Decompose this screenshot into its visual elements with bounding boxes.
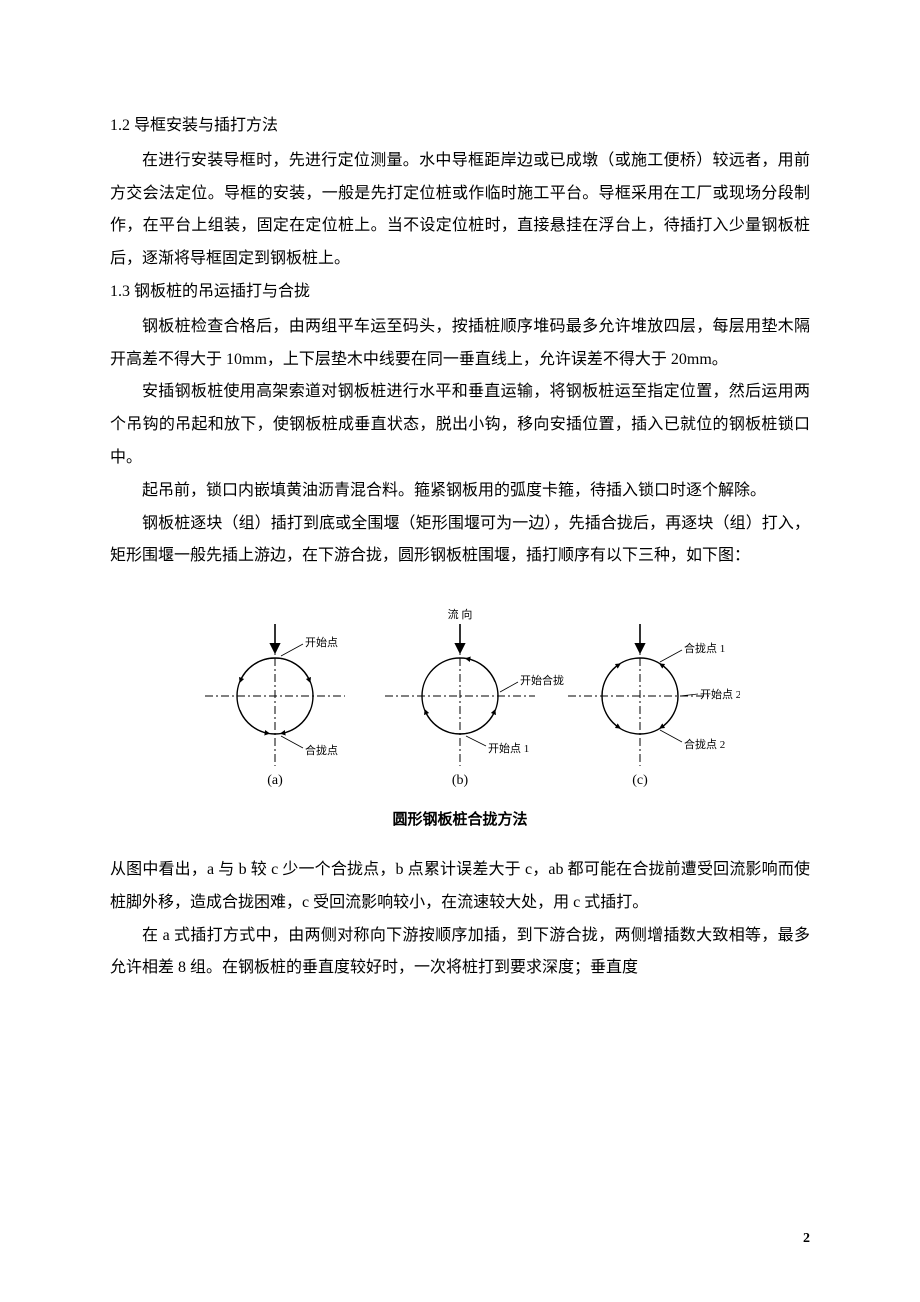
para-4: 起吊前，锁口内嵌填黄油沥青混合料。箍紧钢板用的弧度卡箍，待插入锁口时逐个解除。	[110, 475, 810, 508]
label-start-a: 开始点	[305, 635, 338, 649]
figure-caption: 圆形钢板桩合拢方法	[110, 805, 810, 836]
page: 1.2 导框安装与插打方法 在进行安装导框时，先进行定位测量。水中导框距岸边或已…	[0, 0, 920, 1302]
page-number: 2	[803, 1225, 810, 1254]
label-close1-c: 合拢点 1	[684, 641, 725, 655]
label-flow: 流 向	[448, 607, 473, 621]
label-close2-c: 合拢点 2	[684, 737, 725, 751]
subfig-a: (a)	[267, 773, 283, 788]
para-1: 在进行安装导框时，先进行定位测量。水中导框距岸边或已成墩（或施工便桥）较远者，用…	[110, 145, 810, 276]
para-6: 从图中看出，a 与 b 较 c 少一个合拢点，b 点累计误差大于 c，ab 都可…	[110, 854, 810, 920]
label-start1-b: 开始点 1	[488, 741, 529, 755]
para-5: 钢板桩逐块（组）插打到底或全围堰（矩形围堰可为一边），先插合拢后，再逐块（组）打…	[110, 508, 810, 574]
para-7: 在 a 式插打方式中，由两侧对称向下游按顺序加插，到下游合拢，两侧增插数大致相等…	[110, 920, 810, 986]
label-start2-c: 开始点 2	[700, 687, 740, 701]
subfig-c: (c)	[632, 773, 648, 788]
para-3: 安插钢板桩使用高架索道对钢板桩进行水平和垂直运输，将钢板桩运至指定位置，然后运用…	[110, 376, 810, 474]
subfig-b: (b)	[452, 773, 469, 788]
label-close-a: 合拢点	[305, 743, 338, 757]
para-2: 钢板桩检查合格后，由两组平车运至码头，按插桩顺序堆码最多允许堆放四层，每层用垫木…	[110, 311, 810, 377]
heading-1-2: 1.2 导框安装与插打方法	[110, 110, 810, 143]
label-startclose-b: 开始合拢	[520, 673, 564, 687]
heading-1-3: 1.3 钢板桩的吊运插打与合拢	[110, 276, 810, 309]
figure-circle-methods: 开始点 合拢点 (a) 流 向 开始合拢	[110, 591, 810, 791]
